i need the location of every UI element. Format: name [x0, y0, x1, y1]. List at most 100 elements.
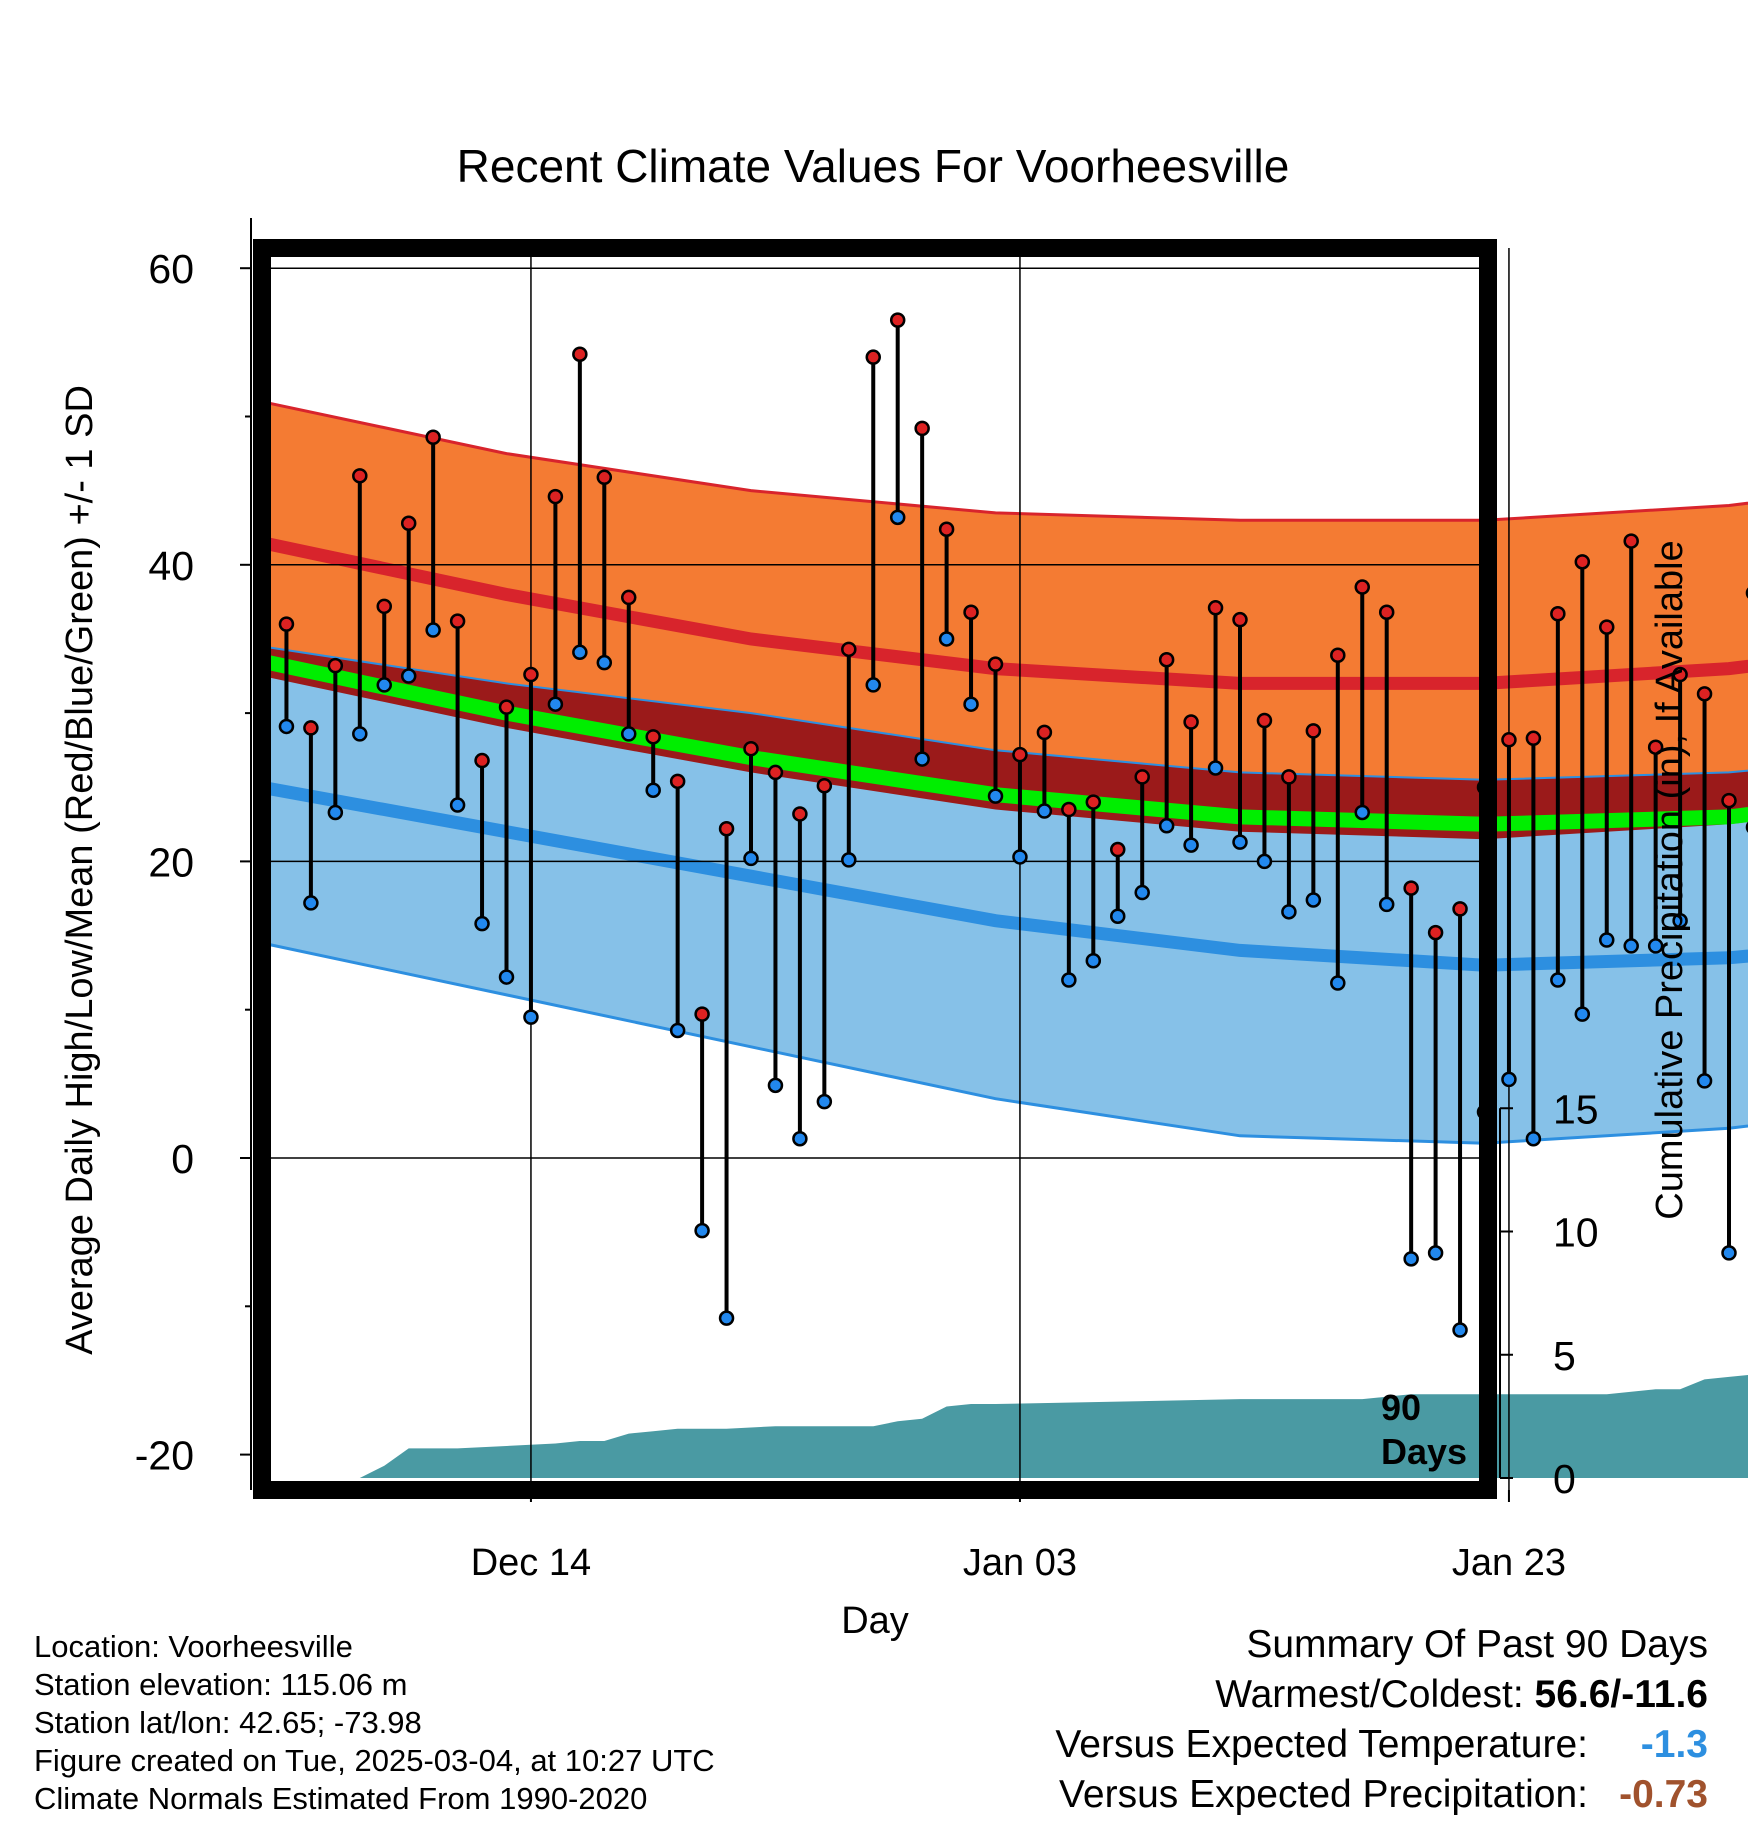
temp-value: -1.3 [1640, 1723, 1708, 1766]
low-point [1525, 1130, 1542, 1147]
x-axis-label: Day [841, 1600, 909, 1642]
low-point [327, 804, 344, 821]
high-point [572, 346, 588, 362]
normals-text: Climate Normals Estimated From 1990-2020 [34, 1781, 648, 1816]
location-text: Location: Voorheesville [34, 1629, 353, 1664]
low-point [1623, 938, 1639, 954]
left-axis-label: Average Daily High/Low/Mean (Red/Blue/Gr… [59, 385, 101, 1355]
low-point [1207, 760, 1224, 776]
high-point [1012, 746, 1028, 763]
left-tick-label: -20 [135, 1433, 194, 1479]
period-label-line-1: 90 [1381, 1387, 1421, 1428]
temp-row: Versus Expected Temperature: -1.3 [1055, 1720, 1708, 1770]
low-point [841, 852, 857, 868]
low-point [694, 1222, 710, 1239]
chart-title: Recent Climate Values For Voorheesville [457, 140, 1290, 192]
normal-bands [260, 400, 1748, 1145]
high-point [278, 616, 295, 632]
low-point [1110, 908, 1126, 925]
low-point [1696, 1073, 1713, 1089]
low-point [1305, 892, 1322, 908]
low-point [400, 668, 417, 684]
low-point [278, 718, 295, 735]
low-point [1012, 849, 1028, 865]
high-point [1696, 686, 1713, 702]
high-point [1281, 769, 1297, 785]
high-point [841, 641, 857, 658]
low-point [1256, 853, 1273, 870]
high-point [645, 729, 661, 745]
high-point [938, 521, 955, 537]
summary-title: Summary Of Past 90 Days [1246, 1623, 1708, 1666]
high-point [1085, 794, 1102, 810]
high-point [352, 468, 368, 484]
high-point [1036, 724, 1053, 741]
low-point [816, 1093, 833, 1110]
elevation-text: Station elevation: 115.06 m [34, 1667, 408, 1702]
precip-label: Versus Expected Precipitation: [1059, 1773, 1588, 1816]
high-point [1256, 712, 1273, 729]
low-point [523, 1009, 539, 1025]
high-point [1403, 880, 1419, 896]
high-point [1721, 792, 1737, 809]
period-label-line-2: Days [1381, 1431, 1467, 1472]
low-point [1672, 912, 1688, 929]
daily-stems [260, 320, 1731, 1331]
low-point [1452, 1322, 1468, 1338]
right-tick-label: 0 [1553, 1456, 1576, 1502]
low-point [1501, 1071, 1517, 1088]
low-point [1378, 896, 1395, 913]
high-point [792, 806, 808, 822]
high-point [1378, 604, 1395, 621]
low-point [1330, 975, 1346, 991]
left-tick-label: 40 [148, 543, 194, 589]
created-text: Figure created on Tue, 2025-03-04, at 10… [34, 1743, 715, 1778]
high-point [1134, 769, 1150, 785]
station-info: Location: Voorheesville Station elevatio… [34, 1628, 715, 1818]
precipitation-area [262, 1375, 1748, 1478]
high-point [1207, 600, 1224, 616]
low-point [914, 751, 930, 767]
high-point [376, 598, 392, 615]
high-point [474, 752, 490, 769]
left-tick-label: 0 [171, 1136, 194, 1182]
low-point [425, 622, 441, 638]
high-point [1574, 554, 1591, 570]
low-point [1183, 837, 1199, 853]
daily-points [254, 312, 1748, 1338]
summary-panel: Summary Of Past 90 Days Warmest/Coldest:… [1055, 1620, 1708, 1820]
high-point [1452, 901, 1468, 917]
high-point [1330, 647, 1346, 664]
low-point [474, 915, 490, 932]
high-point [1158, 651, 1175, 668]
high-point [425, 429, 441, 446]
low-point [1134, 884, 1150, 901]
plot-frame [253, 239, 1497, 1499]
low-point [987, 788, 1004, 804]
low-point [1647, 938, 1664, 954]
high-point [1305, 723, 1322, 739]
high-point [743, 740, 759, 757]
low-point [767, 1077, 784, 1094]
x-tick-label: Jan 03 [963, 1542, 1077, 1584]
overlap-band [262, 646, 1748, 840]
low-point [718, 1310, 735, 1326]
low-point [547, 696, 564, 712]
high-point [1501, 732, 1517, 748]
left-tick-label: 20 [148, 839, 194, 885]
high-point [865, 349, 881, 365]
high-point [327, 657, 344, 674]
low-point [449, 797, 466, 813]
high-point [816, 778, 833, 794]
low-point [303, 895, 319, 911]
high-point [914, 420, 930, 437]
high-point [523, 666, 539, 683]
low-point [1574, 1006, 1591, 1022]
high-point [1061, 801, 1077, 818]
warm-cold-row: Warmest/Coldest: 56.6/-11.6 [1055, 1670, 1708, 1720]
left-axis: -20 0 20 40 60 [135, 218, 252, 1490]
low-point [645, 782, 661, 798]
high-point [621, 589, 637, 606]
low-point [621, 726, 637, 742]
